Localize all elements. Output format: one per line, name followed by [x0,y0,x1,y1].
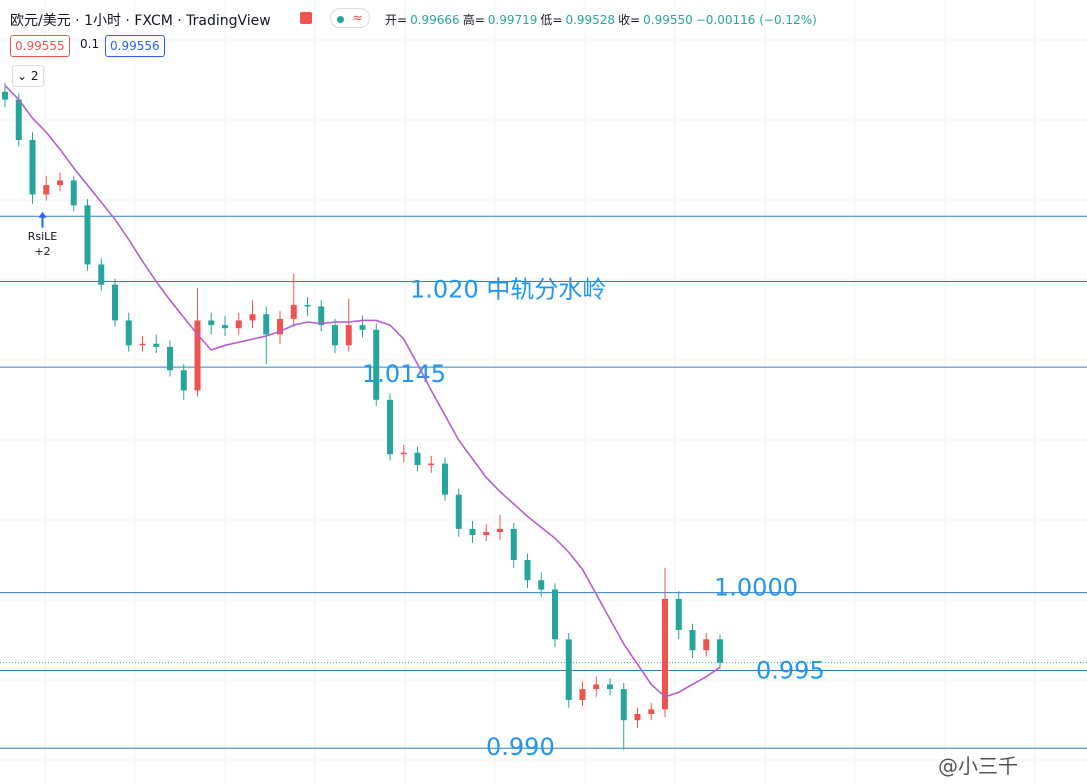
sell-price[interactable]: 0.99555 [10,35,70,57]
candle-body [318,306,325,326]
status-badge[interactable]: ≈ [330,8,370,28]
candle-body [359,325,366,330]
ohlc-value: 0.99550 [643,13,693,27]
candle-body [57,180,63,186]
symbol-title: 欧元/美元 · 1小时 · FXCM · TradingView [10,13,271,29]
candle-body [222,325,228,329]
candle-body [387,399,393,455]
candle-body [263,314,270,335]
candle-body [277,318,283,335]
candle-body [373,329,380,400]
candle-body [153,343,160,347]
candle-body [689,630,696,651]
candle-body [139,343,146,346]
signal-arrow [38,211,47,228]
candle-body [620,689,627,721]
candle-body [579,689,586,700]
candle-body [414,452,421,466]
ohlc-label: 低= [540,13,563,27]
level-label: 0.995 [756,656,825,684]
ohlc-value: 0.99719 [487,13,538,27]
candle-body [593,684,600,690]
candle-body [497,528,503,532]
level-label: 0.990 [486,733,555,761]
collapse-count: 2 [30,69,39,83]
candle-body [167,346,173,371]
candle-body [455,494,462,529]
candle-body [524,560,531,581]
candle-body [332,325,338,346]
candle-body [552,589,558,640]
candle-body [29,140,36,195]
candle-body [125,320,132,346]
candle-body [607,684,613,690]
candle-body [510,528,517,560]
moving-average [4,84,721,698]
signal-label: RsiLE [28,230,58,243]
ohlc-legend: 开= 0.99666 高= 0.99719 低= 0.99528 收= 0.99550 −0.0… [385,11,820,28]
candle-body [538,580,545,590]
candle-body [98,264,105,285]
candle-body [194,320,201,391]
candle-body [235,320,242,329]
candle-body [634,714,641,721]
flag-icon[interactable] [300,12,312,24]
candle-body [703,639,710,651]
status-dot [337,16,344,23]
candle-body [2,91,8,100]
candle-body [249,314,256,321]
ohlc-value: 0.99666 [410,13,460,27]
candle-body [304,304,311,307]
ohlc-label: 高= [462,13,485,27]
badge-text: ≈ [352,11,363,26]
candle-body [565,639,572,700]
candle-body [662,598,668,710]
candle-body [675,598,682,630]
candle-body [208,320,215,326]
ohlc-value: 0.99528 [565,13,616,27]
level-label: 1.0000 [714,574,798,602]
signal-count: +2 [34,245,50,258]
level-label: 1.020 中轨分水岭 [410,276,606,304]
candle-body [442,463,448,495]
buy-price[interactable]: 0.99556 [105,35,165,57]
candle-body [112,284,118,321]
candle-body [180,370,187,391]
candle-body [290,304,297,319]
candle-body [400,452,407,455]
candle-body [70,180,77,206]
candle-body [717,639,723,663]
candle-body [15,99,22,140]
candle-body [345,325,352,346]
ohlc-label: 收= [618,13,641,27]
ohlc-label: 开= [385,13,408,27]
watermark: @小三千 [938,754,1018,778]
candle-body [428,463,435,466]
spread: 0.1 [80,37,100,51]
candle-body [483,532,490,536]
change: −0.00116 (−0.12%) [695,13,817,27]
candle-body [84,205,91,265]
collapse-button[interactable]: ⌄ 2 [12,65,44,87]
candle-body [469,528,476,536]
candle-body [648,709,655,714]
candle-body [43,185,50,195]
